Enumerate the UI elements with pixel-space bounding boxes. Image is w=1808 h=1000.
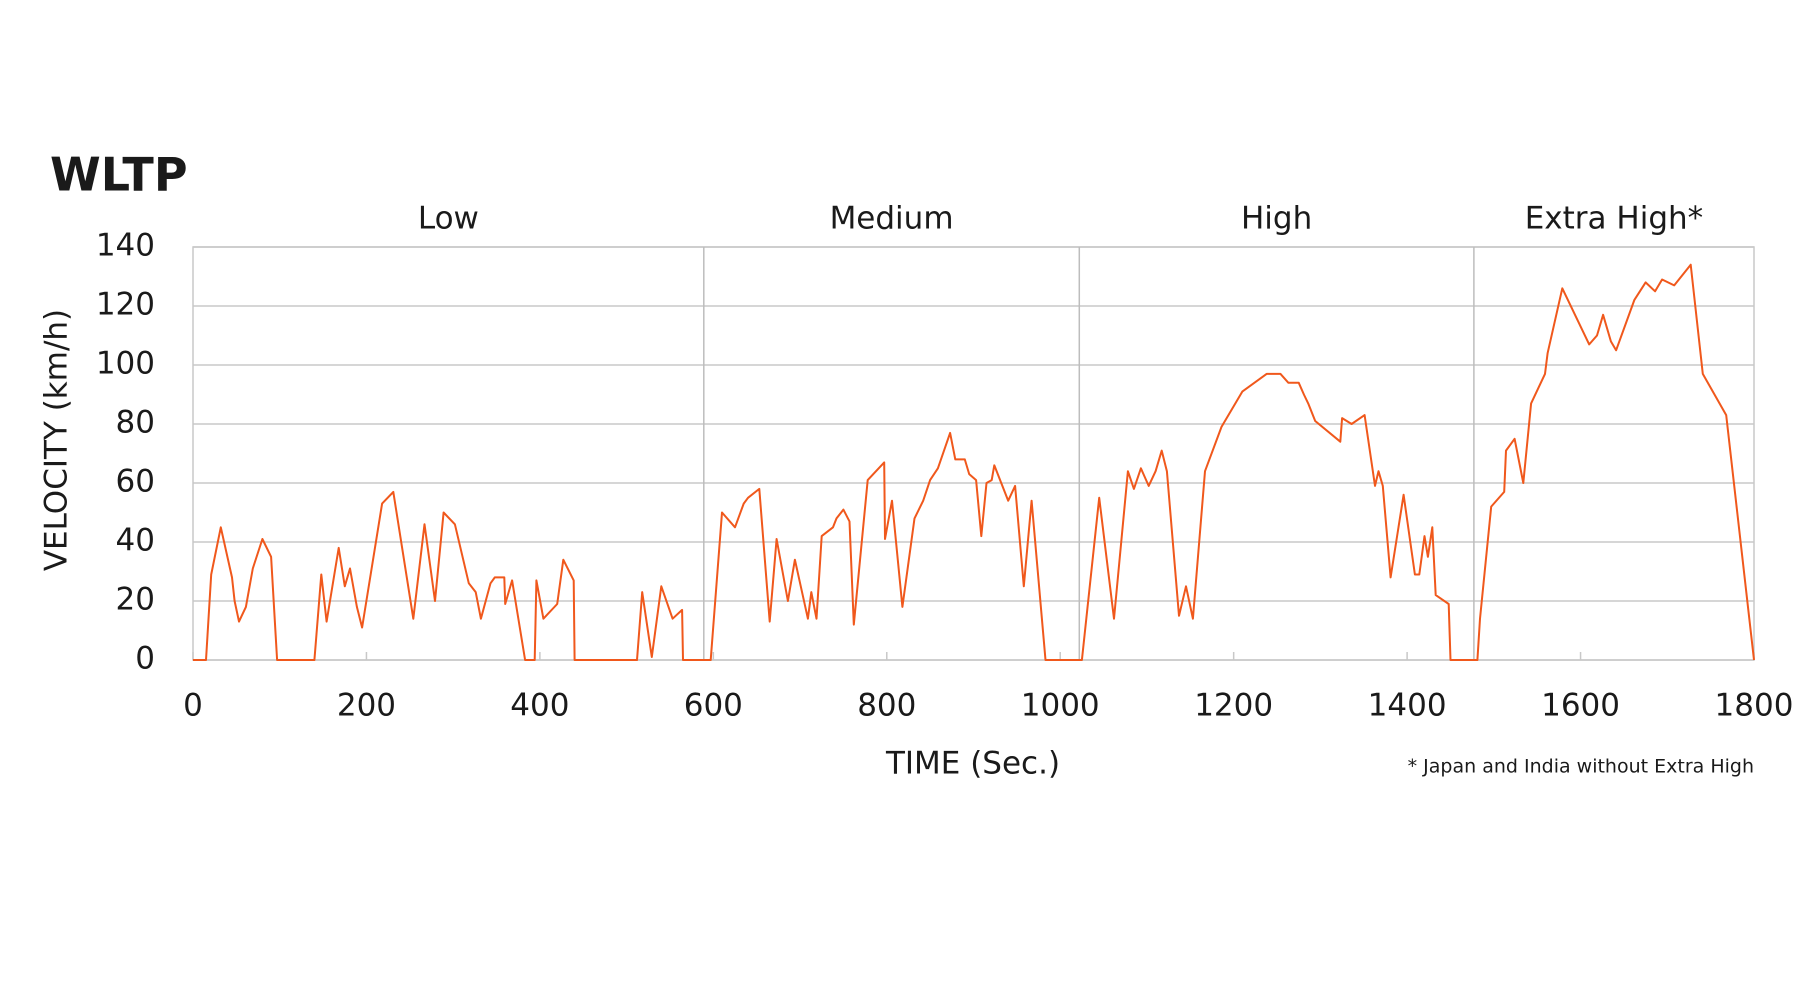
x-tick-label: 1800 [1715,688,1794,724]
footnote: * Japan and India without Extra High [1408,756,1754,778]
x-tick-label: 0 [183,688,203,724]
plot-frame [192,246,1755,661]
phase-label: Extra High* [1525,201,1703,237]
x-tick-label: 600 [684,688,743,724]
y-tick-label: 20 [116,582,155,618]
x-tick-label: 1200 [1194,688,1273,724]
y-tick-label: 60 [116,464,155,500]
x-tick-label: 800 [857,688,916,724]
phase-label: Low [418,201,479,237]
phase-label: High [1241,201,1312,237]
y-axis-label: VELOCITY (km/h) [39,309,75,571]
x-tick-label: 400 [510,688,569,724]
y-tick-label: 80 [116,405,155,441]
y-tick-label: 140 [96,228,155,264]
y-tick-label: 120 [96,287,155,323]
x-axis-label: TIME (Sec.) [885,746,1060,782]
x-tick-label: 1400 [1368,688,1447,724]
phase-label: Medium [830,201,954,237]
x-tick-label: 200 [337,688,396,724]
velocity-line [193,263,1755,661]
x-tick-label: 1600 [1541,688,1620,724]
chart-title: WLTP [50,148,188,202]
y-tick-label: 40 [116,523,155,559]
y-tick-label: 100 [96,346,155,382]
y-tick-label: 0 [135,641,155,677]
x-tick-label: 1000 [1021,688,1100,724]
